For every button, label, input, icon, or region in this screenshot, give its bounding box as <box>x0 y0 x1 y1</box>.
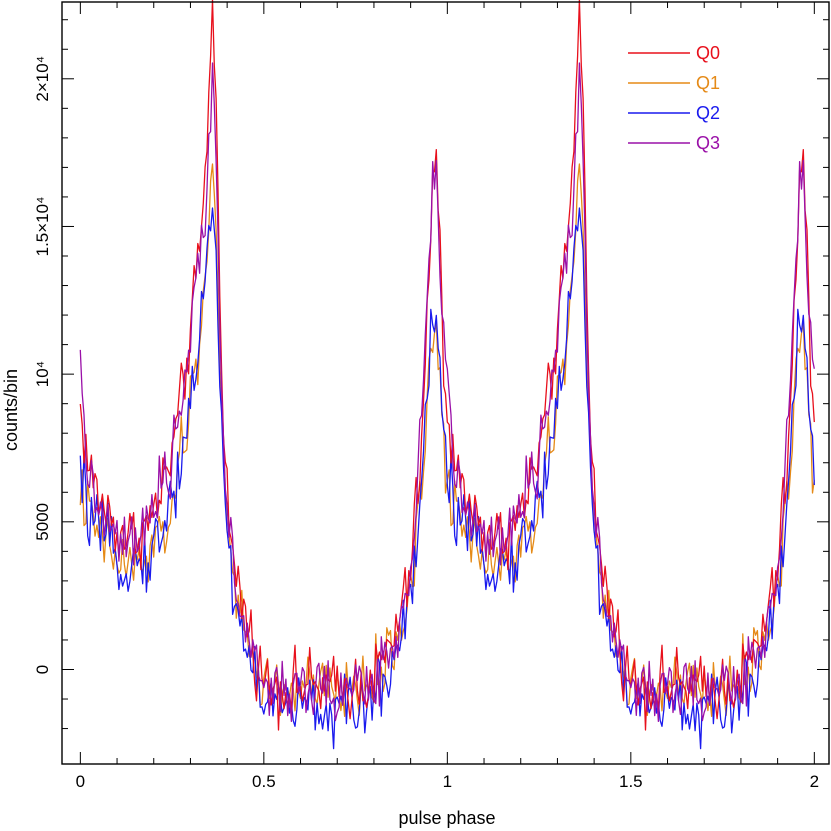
series-layer <box>79 0 815 750</box>
legend-item-q3: Q3 <box>628 133 720 153</box>
y-tick-label: 10⁴ <box>33 361 52 387</box>
y-tick-label: 5000 <box>33 503 52 541</box>
legend: Q0 Q1 Q2 Q3 <box>628 43 720 153</box>
legend-label: Q0 <box>696 43 720 63</box>
legend-label: Q3 <box>696 133 720 153</box>
legend-item-q2: Q2 <box>628 103 720 123</box>
y-axis-title: counts/bin <box>1 369 21 451</box>
x-tick-label: 0 <box>76 772 85 791</box>
x-tick-label: 2 <box>810 772 819 791</box>
ticks-layer <box>62 2 829 764</box>
y-tick-label: 1.5×10⁴ <box>33 197 52 257</box>
tick-labels-layer: 0 0.5 1 1.5 2 0 5000 10⁴ 1.5×10⁴ 2×10⁴ <box>33 56 819 791</box>
series-line-q1 <box>79 163 815 717</box>
legend-item-q1: Q1 <box>628 73 720 93</box>
series-line-q2 <box>79 207 815 750</box>
plot-frame <box>61 1 830 765</box>
legend-item-q0: Q0 <box>628 43 720 63</box>
x-tick-label: 1 <box>443 772 452 791</box>
series-line-q3 <box>79 62 815 723</box>
y-tick-label: 0 <box>33 665 52 674</box>
x-tick-label: 1.5 <box>619 772 643 791</box>
y-tick-label: 2×10⁴ <box>33 56 52 102</box>
legend-label: Q1 <box>696 73 720 93</box>
legend-label: Q2 <box>696 103 720 123</box>
x-tick-label: 0.5 <box>252 772 276 791</box>
x-axis-title: pulse phase <box>398 808 495 828</box>
